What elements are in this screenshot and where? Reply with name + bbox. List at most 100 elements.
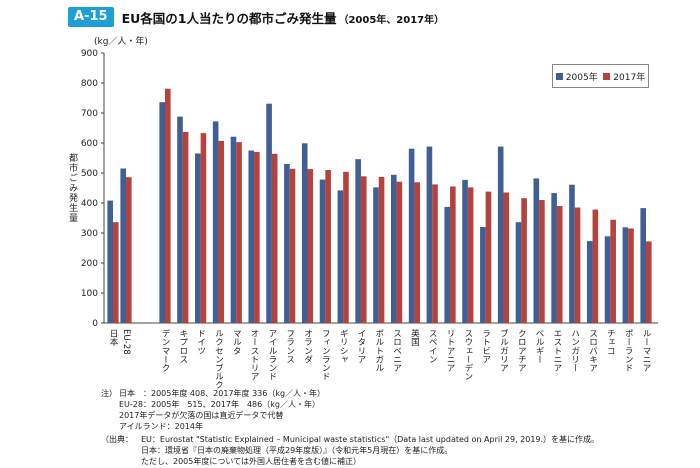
category-label: ハンガリー: [570, 329, 580, 372]
bar-2017: [126, 177, 132, 323]
bar-2017: [556, 206, 563, 323]
bar-2017: [574, 207, 581, 323]
bar-2005: [586, 241, 593, 323]
legend-swatch-2005: [555, 72, 563, 80]
y-unit-label: (kg／人・年): [94, 35, 148, 47]
bar-2017: [271, 153, 278, 323]
bar-2017: [592, 209, 599, 323]
notes-label: 注）: [101, 389, 117, 398]
bar-2005: [337, 190, 344, 323]
category-label: ブルガリア: [498, 328, 508, 372]
category-label: アイルランド: [267, 329, 277, 381]
category-label: ルクセンブルク: [213, 329, 223, 389]
bar-2017: [432, 184, 438, 323]
bar-2017: [539, 200, 545, 323]
note-line: 2017年データが欠落の国は直近データで代替: [119, 411, 284, 420]
source-key: EU: [141, 435, 152, 444]
y-tick-label: 900: [81, 49, 98, 59]
category-label: 日本: [108, 329, 118, 348]
bar-2017: [646, 241, 652, 323]
y-tick-label: 100: [81, 289, 98, 299]
note-line: EU-28：2005年 515、2017年 486（kg／人・年）: [119, 400, 320, 409]
source-row: ただし、2005年度については外国人居住者を含む値に補正）: [101, 456, 599, 467]
category-label: マルタ: [231, 329, 241, 355]
sources: （出典： EU ：Eurostat "Statistic Explained –…: [101, 434, 599, 467]
bar-2017: [467, 187, 474, 323]
bar-2005: [408, 148, 415, 323]
category-labels: 日本 EU-28 デンマーク キプロス ドイツ ルクセンブルク マルタ オーストリア アイルラン…: [108, 328, 651, 390]
y-tick-label: 600: [81, 139, 98, 149]
legend-item-2005: 2005年: [555, 70, 598, 83]
category-label: チェコ: [605, 329, 615, 355]
category-label: ポルトガル: [374, 329, 384, 372]
note-line: アイルランド：2014年: [119, 422, 203, 431]
bar-2005: [212, 121, 219, 324]
bar-2017: [610, 219, 616, 323]
figure-badge: A-15: [68, 7, 114, 27]
bar-2005: [533, 178, 540, 323]
bar-2017: [360, 176, 367, 323]
bar-2005: [462, 179, 468, 323]
figure-subtitle: （2005年、2017年）: [338, 14, 445, 26]
bar-chart: (kg／人・年) 都市ごみ発生量 0 100 200 300 400 500 600 700 8…: [67, 35, 658, 390]
category-label: ポーランド: [623, 329, 633, 372]
source-text: ：環境省『日本の廃棄物処理（平成29年度版）』（令和元年5月現在）を基に作成。: [157, 446, 453, 455]
bar-2005: [195, 153, 201, 323]
bar-2017: [236, 142, 242, 323]
source-key: 日本: [141, 446, 157, 455]
source-row: （出典： EU ：Eurostat "Statistic Explained –…: [101, 434, 599, 445]
category-label: スウェーデン: [463, 329, 473, 381]
note-row: 2017年データが欠落の国は直近データで代替: [101, 410, 325, 421]
category-label: フランス: [285, 329, 295, 363]
bar-2005: [373, 187, 379, 323]
category-label: スロベニア: [392, 329, 402, 372]
legend: 2005年 2017年: [552, 64, 649, 88]
bar-2005: [266, 103, 272, 323]
figure-title-main: EU各国の1人当たりの都市ごみ発生量: [121, 10, 337, 26]
bar-2005: [444, 206, 451, 323]
bar-2017: [254, 152, 260, 323]
notes: 注） 日本 ：2005年度 408、2017年度 336（kg／人・年） EU-…: [101, 388, 325, 432]
bar-2017: [628, 228, 634, 323]
bar-2005: [551, 193, 557, 323]
bar-2017: [289, 168, 296, 323]
category-label: ドイツ: [196, 329, 206, 355]
source-row: 日本 ：環境省『日本の廃棄物処理（平成29年度版）』（令和元年5月現在）を基に作…: [101, 445, 599, 456]
bar-2005: [390, 174, 397, 323]
y-tick-label: 800: [81, 79, 98, 89]
bar-2005: [355, 159, 361, 323]
category-label: オランダ: [303, 329, 313, 364]
bar-2005: [480, 227, 486, 323]
bar-2017: [396, 181, 403, 323]
category-label: イタリア: [356, 329, 366, 363]
bar-2005: [569, 184, 575, 323]
bar-2005: [120, 168, 126, 323]
y-tick-label: 700: [81, 109, 98, 119]
bar-2017: [200, 133, 207, 323]
bars: [107, 88, 652, 324]
y-tick-label: 0: [92, 319, 98, 329]
bar-2005: [177, 116, 183, 323]
legend-label-2005: 2005年: [565, 72, 598, 83]
figure-header: A-15 EU各国の1人当たりの都市ごみ発生量 （2005年、2017年）: [68, 7, 444, 27]
bar-2005: [622, 227, 629, 323]
figure-title: EU各国の1人当たりの都市ごみ発生量 （2005年、2017年）: [122, 8, 445, 27]
y-tick-label: 500: [81, 169, 98, 179]
bar-2017: [414, 182, 421, 323]
category-label: ギリシャ: [338, 329, 348, 364]
category-label: EU-28: [121, 329, 131, 355]
category-label: キプロス: [178, 329, 188, 363]
note-row: アイルランド：2014年: [101, 421, 325, 432]
legend-label-2017: 2017年: [613, 72, 646, 83]
bar-2005: [497, 146, 504, 323]
bar-2005: [107, 200, 113, 323]
bar-2017: [325, 170, 331, 323]
bar-2017: [343, 171, 349, 323]
category-label: スロバキア: [588, 329, 598, 372]
bar-2005: [515, 222, 522, 323]
bar-2005: [319, 179, 326, 323]
category-label: スペイン: [427, 329, 437, 363]
bar-2017: [218, 140, 225, 323]
y-axis-label: 都市ごみ発生量: [67, 153, 78, 223]
bar-2005: [426, 146, 433, 323]
